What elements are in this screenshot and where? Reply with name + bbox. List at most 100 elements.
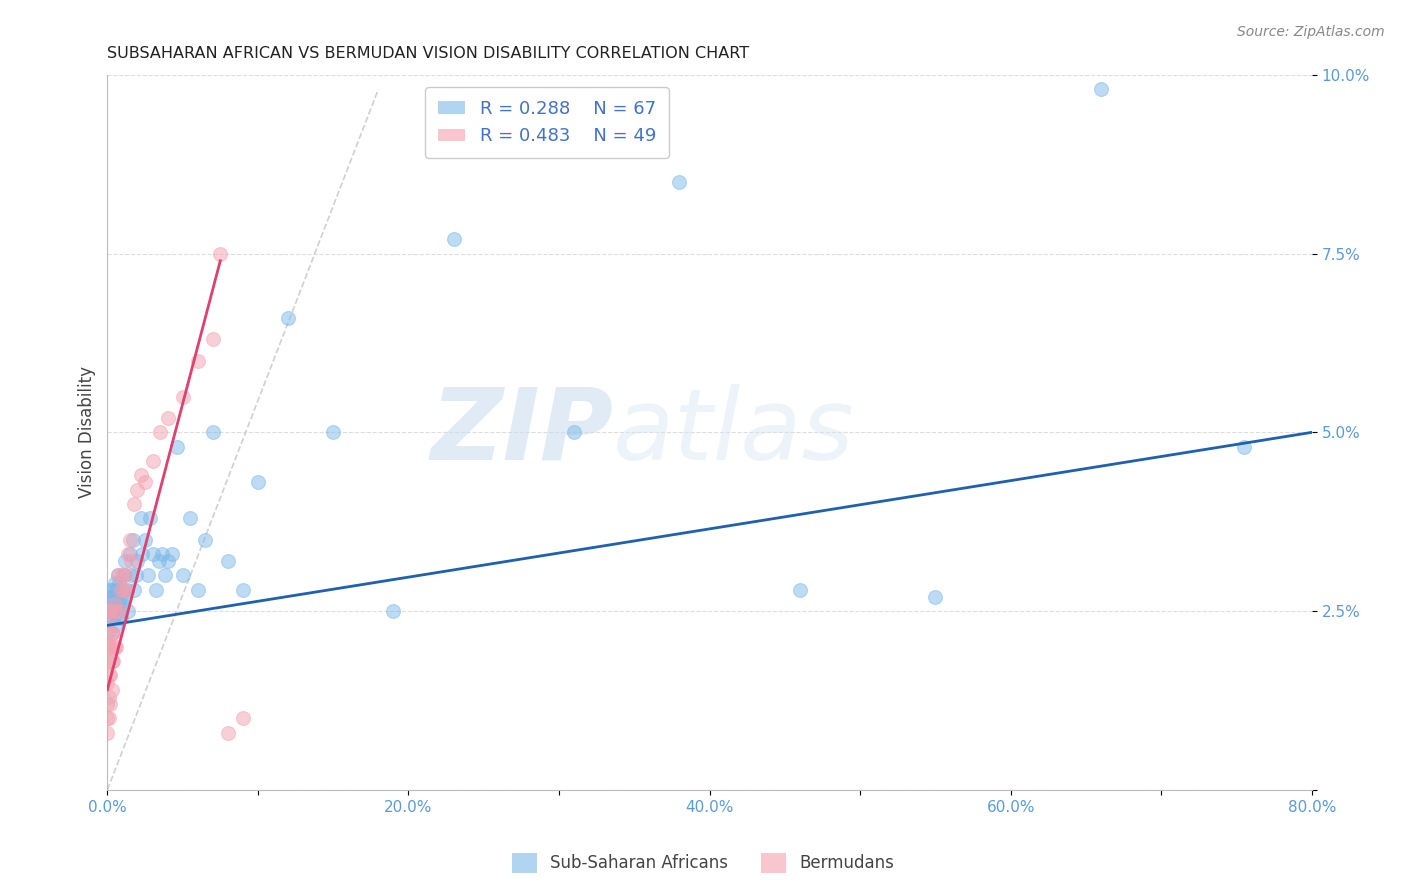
Point — [141, 547, 163, 561]
Text: atlas: atlas — [613, 384, 855, 481]
Point — [96, 604, 118, 618]
Point — [101, 582, 124, 597]
Point — [115, 582, 138, 597]
Text: Source: ZipAtlas.com: Source: ZipAtlas.com — [1237, 25, 1385, 39]
Point — [179, 511, 201, 525]
Point — [149, 425, 172, 440]
Point — [108, 575, 131, 590]
Point — [96, 725, 118, 739]
Point — [127, 483, 149, 497]
Point — [105, 597, 128, 611]
Point — [97, 590, 120, 604]
Point — [172, 390, 194, 404]
Point — [103, 625, 125, 640]
Point — [101, 654, 124, 668]
Point — [131, 547, 153, 561]
Point — [97, 668, 120, 682]
Point — [201, 425, 224, 440]
Point — [96, 640, 118, 654]
Point — [96, 711, 118, 725]
Text: ZIP: ZIP — [430, 384, 613, 481]
Point — [172, 568, 194, 582]
Point — [114, 568, 136, 582]
Point — [97, 640, 120, 654]
Point — [97, 690, 120, 704]
Text: SUBSAHARAN AFRICAN VS BERMUDAN VISION DISABILITY CORRELATION CHART: SUBSAHARAN AFRICAN VS BERMUDAN VISION DI… — [107, 46, 749, 62]
Point — [105, 582, 128, 597]
Point — [232, 711, 254, 725]
Point — [112, 582, 135, 597]
Point — [104, 597, 127, 611]
Point — [114, 590, 136, 604]
Point — [1090, 82, 1112, 96]
Point — [104, 597, 127, 611]
Point — [100, 604, 122, 618]
Point — [124, 497, 146, 511]
Point — [277, 310, 299, 325]
Point — [100, 697, 122, 711]
Point — [107, 568, 129, 582]
Point — [217, 725, 239, 739]
Point — [112, 568, 135, 582]
Point — [122, 533, 145, 547]
Point — [104, 640, 127, 654]
Point — [108, 604, 131, 618]
Point — [187, 582, 209, 597]
Point — [100, 582, 122, 597]
Point — [160, 547, 183, 561]
Point — [111, 568, 134, 582]
Point — [217, 554, 239, 568]
Point — [187, 354, 209, 368]
Point — [101, 625, 124, 640]
Point — [232, 582, 254, 597]
Point — [141, 454, 163, 468]
Point — [150, 547, 173, 561]
Point — [114, 554, 136, 568]
Legend: Sub-Saharan Africans, Bermudans: Sub-Saharan Africans, Bermudans — [505, 847, 901, 880]
Point — [134, 533, 156, 547]
Point — [138, 511, 160, 525]
Point — [103, 604, 125, 618]
Point — [127, 554, 149, 568]
Y-axis label: Vision Disability: Vision Disability — [79, 367, 96, 499]
Point — [110, 582, 132, 597]
Point — [118, 533, 141, 547]
Point — [103, 611, 125, 625]
Point — [100, 668, 122, 682]
Point — [101, 604, 124, 618]
Point — [1233, 440, 1256, 454]
Point — [111, 582, 134, 597]
Point — [129, 511, 152, 525]
Point — [322, 425, 344, 440]
Point — [246, 475, 269, 490]
Point — [924, 590, 946, 604]
Point — [382, 604, 405, 618]
Point — [97, 611, 120, 625]
Point — [118, 547, 141, 561]
Point — [104, 618, 127, 632]
Point — [153, 568, 176, 582]
Point — [100, 611, 122, 625]
Point — [117, 604, 139, 618]
Point — [107, 611, 129, 625]
Point — [107, 568, 129, 582]
Point — [134, 475, 156, 490]
Point — [97, 711, 120, 725]
Point — [148, 554, 170, 568]
Point — [103, 654, 125, 668]
Point — [125, 568, 148, 582]
Point — [108, 597, 131, 611]
Point — [101, 682, 124, 697]
Point — [194, 533, 217, 547]
Point — [136, 568, 159, 582]
Point — [156, 554, 179, 568]
Point — [101, 625, 124, 640]
Point — [105, 604, 128, 618]
Point — [121, 568, 143, 582]
Point — [115, 582, 138, 597]
Point — [100, 640, 122, 654]
Point — [111, 597, 134, 611]
Point — [96, 675, 118, 690]
Point — [443, 232, 465, 246]
Point — [103, 590, 125, 604]
